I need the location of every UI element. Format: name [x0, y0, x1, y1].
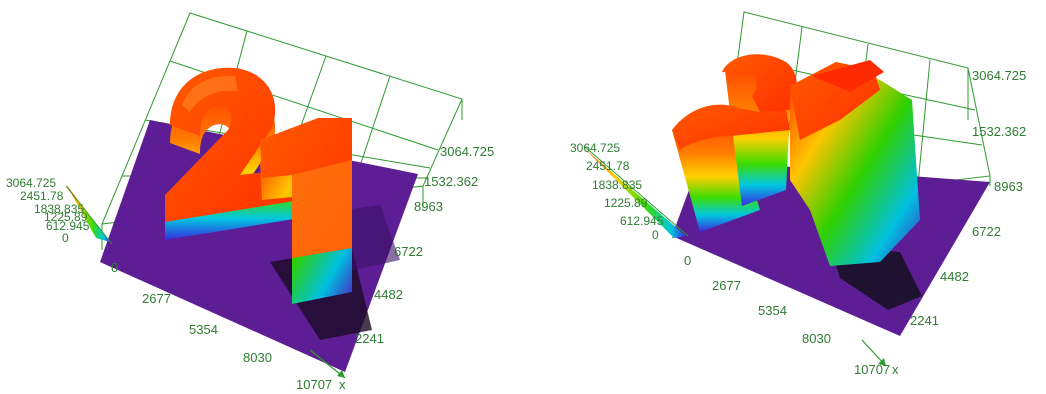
- colorbar-tick: 3064.725: [6, 176, 56, 190]
- x-tick-label: 10707: [854, 362, 890, 377]
- x-tick-label: 8030: [243, 350, 272, 365]
- y-tick-label: 8963: [414, 199, 443, 214]
- x-tick-label: 5354: [189, 322, 218, 337]
- colorbar-tick: 2451.78: [20, 189, 64, 203]
- z-tick-label: 1532.362: [972, 124, 1026, 139]
- y-tick-label: 2241: [355, 331, 384, 346]
- z-tick-label: 1532.362: [424, 174, 478, 189]
- y-tick-label: 2241: [910, 313, 939, 328]
- colorbar-tick: 612.945: [46, 219, 90, 233]
- colorbar-tick: 1225.89: [604, 196, 648, 210]
- y-tick-label: 4482: [940, 269, 969, 284]
- x-axis-label: x: [892, 362, 899, 377]
- labels-left: 3064.725 2451.78 1838.835 1225.89 612.94…: [6, 144, 494, 392]
- surface-plot-left: [65, 12, 463, 379]
- x-axis-label: x: [339, 377, 346, 392]
- colorbar-tick: 3064.725: [570, 141, 620, 155]
- y-tick-label: 6722: [972, 224, 1001, 239]
- labels-right: 3064.725 2451.78 1838.835 1225.89 612.94…: [570, 68, 1026, 377]
- x-tick-label: 10707: [296, 377, 332, 392]
- x-tick-label: 0: [684, 253, 691, 268]
- digit-1-surface-left: [260, 118, 352, 304]
- surface-plot-right: [583, 11, 991, 367]
- colorbar-tick: 612.945: [620, 214, 664, 228]
- colorbar-tick: 0: [652, 228, 659, 242]
- x-tick-label: 0: [111, 260, 118, 275]
- colorbar-tick: 2451.78: [586, 159, 630, 173]
- colorbar-tick: 1838.835: [34, 202, 84, 216]
- y-tick-label: 6722: [394, 244, 423, 259]
- x-tick-label: 2677: [712, 278, 741, 293]
- x-tick-label: 5354: [758, 303, 787, 318]
- z-tick-label: 3064.725: [440, 144, 494, 159]
- y-tick-label: 8963: [994, 179, 1023, 194]
- colorbar-right: [584, 148, 686, 238]
- x-tick-label: 8030: [802, 331, 831, 346]
- z-tick-label: 3064.725: [972, 68, 1026, 83]
- y-tick-label: 4482: [374, 287, 403, 302]
- digit-2-surface-right: [672, 54, 798, 232]
- digit-1-surface-right: [790, 60, 920, 266]
- colorbar-tick: 1225.89: [44, 210, 88, 224]
- colorbar-tick: 0: [62, 231, 69, 245]
- x-tick-label: 2677: [142, 291, 171, 306]
- colorbar-tick: 1838.835: [592, 178, 642, 192]
